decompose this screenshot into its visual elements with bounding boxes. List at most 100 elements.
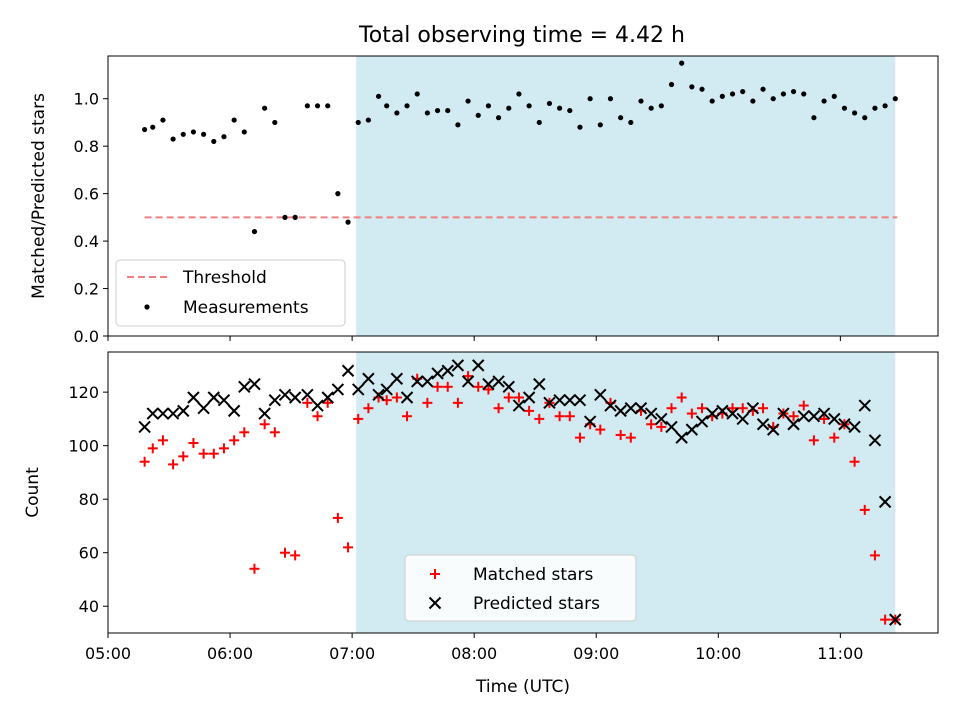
- x-tick-label: 05:00: [85, 644, 131, 663]
- matched-star-point: [332, 512, 343, 523]
- measurement-point: [150, 124, 156, 130]
- measurement-point: [536, 119, 542, 126]
- matched-star-point: [168, 459, 179, 470]
- legend-predicted-label: Predicted stars: [473, 594, 600, 614]
- measurement-point: [506, 105, 512, 111]
- measurement-point: [760, 86, 766, 92]
- measurement-point: [546, 100, 553, 107]
- matched-star-point: [697, 403, 708, 414]
- x-tick-label: 06:00: [207, 644, 253, 663]
- measurement-point: [455, 122, 461, 128]
- predicted-star-point: [187, 391, 200, 404]
- matched-star-point: [229, 435, 240, 446]
- matched-star-point: [353, 413, 364, 424]
- predicted-star-point: [889, 613, 902, 626]
- predicted-star-point: [522, 391, 536, 404]
- predicted-star-point: [807, 410, 821, 423]
- measurement-point: [750, 98, 756, 104]
- measurement-point: [272, 119, 278, 126]
- matched-star-point: [513, 392, 524, 403]
- measurement-point: [892, 96, 898, 102]
- matched-star-point: [452, 397, 463, 408]
- predicted-star-point: [848, 420, 861, 434]
- measurement-point: [262, 105, 268, 111]
- legend-threshold-label: Threshold: [182, 268, 267, 288]
- predicted-star-point: [461, 375, 475, 388]
- x-tick-label: 10:00: [695, 644, 741, 663]
- top-legend-box: [115, 259, 346, 327]
- measurement-point: [577, 124, 583, 130]
- measurement-point: [872, 105, 878, 111]
- matched-star-point: [442, 381, 453, 392]
- predicted-star-point: [868, 434, 882, 447]
- predicted-star-point: [655, 412, 668, 426]
- predicted-star-point: [362, 372, 375, 385]
- legend-matched-marker: [430, 569, 440, 579]
- matched-star-point: [737, 403, 748, 414]
- predicted-star-point: [756, 418, 770, 431]
- matched-star-point: [880, 614, 891, 625]
- predicted-star-point: [441, 364, 454, 377]
- measurement-point: [526, 103, 532, 109]
- predicted-star-point: [390, 372, 404, 385]
- predicted-star-point: [492, 375, 505, 388]
- x-tick-label: 11:00: [817, 644, 863, 663]
- top-y-axis-label: Matched/Predicted stars: [29, 93, 49, 299]
- matched-star-point: [758, 403, 769, 414]
- bottom-x-ticks: 05:00 06:00 07:00 08:00 09:00 10:00 11:00: [85, 633, 863, 663]
- bottom-y-tick-label: 100: [68, 437, 99, 456]
- predicted-star-point: [156, 407, 170, 420]
- measurement-point: [365, 117, 371, 123]
- bottom-y-tick-label: 60: [79, 544, 99, 563]
- bottom-legend-box: [404, 554, 637, 622]
- measurement-points: [142, 60, 898, 235]
- top-y-tick-label: 0.0: [74, 327, 99, 346]
- top-legend: Threshold Measurements: [115, 259, 346, 327]
- matched-star-point: [312, 411, 323, 422]
- predicted-star-point: [604, 399, 617, 412]
- measurement-point: [729, 91, 736, 97]
- matched-star-point: [343, 542, 354, 553]
- measurement-point: [170, 136, 176, 142]
- measurement-point: [375, 93, 382, 99]
- predicted-star-point: [665, 420, 678, 434]
- predicted-star-point: [166, 407, 180, 420]
- predicted-star-point: [817, 407, 831, 420]
- matched-star-point: [656, 421, 667, 432]
- measurement-point: [567, 107, 573, 114]
- top-y-tick-label: 1.0: [74, 90, 99, 109]
- predicted-star-point: [197, 401, 210, 415]
- legend-matched-label: Matched stars: [473, 565, 593, 585]
- predicted-star-point: [746, 401, 760, 415]
- predicted-star-point: [624, 401, 638, 415]
- matched-star-point: [493, 403, 504, 414]
- x-tick-label: 08:00: [451, 644, 497, 663]
- measurement-point: [851, 110, 858, 116]
- predicted-star-point: [644, 407, 658, 420]
- predicted-star-point: [767, 423, 780, 436]
- measurement-point: [231, 117, 237, 123]
- predicted-star-point: [431, 367, 444, 380]
- matched-star-point: [554, 411, 565, 422]
- bottom-y-ticks: 40 60 80 100 120: [68, 383, 108, 616]
- measurement-point: [221, 134, 227, 140]
- matched-star-point: [727, 403, 738, 414]
- measurement-point: [211, 138, 217, 145]
- legend-predicted-marker: [428, 596, 442, 610]
- measurement-point: [404, 103, 410, 109]
- top-y-ticks: 0.0 0.2 0.4 0.6 0.8 1.0: [74, 90, 108, 346]
- predicted-star-point: [177, 404, 190, 418]
- measurement-point: [790, 88, 797, 95]
- predicted-star-point: [138, 420, 151, 434]
- measurement-point: [485, 103, 492, 109]
- measurement-point: [821, 98, 827, 104]
- predicted-star-point: [238, 380, 251, 393]
- predicted-star-point: [472, 359, 485, 372]
- predicted-star-point: [777, 407, 790, 420]
- legend-measurements-label: Measurements: [183, 298, 309, 318]
- x-axis-label: Time (UTC): [475, 677, 570, 697]
- top-y-tick-label: 0.2: [74, 280, 99, 299]
- predicted-star-point: [372, 388, 385, 402]
- matched-star-point: [503, 392, 514, 403]
